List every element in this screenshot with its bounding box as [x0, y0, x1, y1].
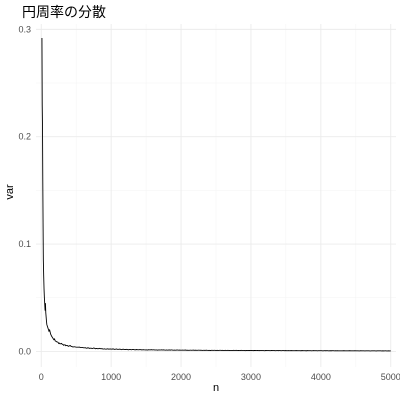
y-axis-label: var	[4, 184, 16, 200]
x-tick-label: 1000	[101, 372, 121, 382]
x-tick-label: 2000	[171, 372, 191, 382]
x-tick-label: 0	[39, 372, 44, 382]
y-tick-label: 0.1	[18, 239, 31, 249]
x-tick-label: 4000	[311, 372, 331, 382]
x-tick-label: 5000	[381, 372, 400, 382]
y-tick-label: 0.3	[18, 24, 31, 34]
x-axis-ticks: 0 1000 2000 3000 4000 5000	[39, 372, 400, 382]
series-layer	[41, 37, 391, 352]
x-axis-label: n	[213, 382, 219, 394]
y-axis-ticks: 0.0 0.1 0.2 0.3	[18, 24, 31, 356]
chart-title: 円周率の分散	[22, 4, 106, 21]
y-tick-label: 0.0	[18, 346, 31, 356]
y-tick-label: 0.2	[18, 132, 31, 142]
x-tick-label: 3000	[241, 372, 261, 382]
series-line-var	[41, 37, 391, 352]
gridlines	[36, 24, 396, 367]
